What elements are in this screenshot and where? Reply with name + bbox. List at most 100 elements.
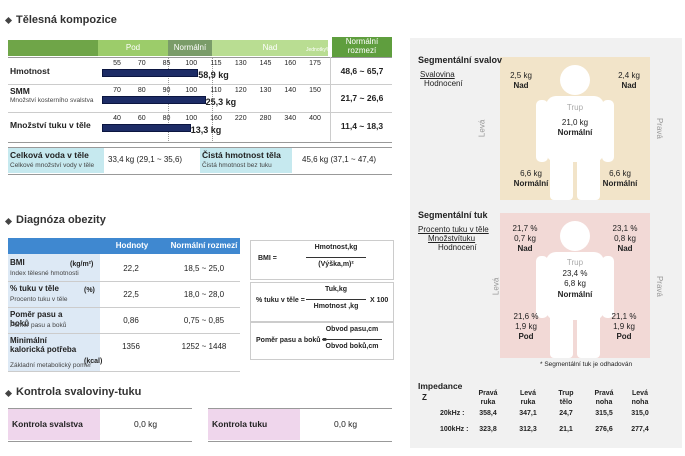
segment-value: 21,0 kg: [561, 118, 589, 127]
segment-rating: Nad: [621, 81, 637, 90]
section-title: Diagnóza obezity: [16, 214, 106, 226]
scale-tick: 400: [309, 115, 321, 122]
lean-label: Čistá hmotnost těla: [202, 150, 281, 160]
side-label: Levá: [477, 119, 487, 138]
header-cell: [168, 40, 212, 56]
impedance-value: 315,0: [631, 410, 649, 417]
legend: Procento tuku v těle: [418, 225, 489, 234]
range-value: 21,7 ~ 26,6: [340, 93, 384, 103]
segment-rating: Normální: [557, 128, 593, 137]
scale-tick: 80: [137, 87, 146, 94]
impedance-column: Levá: [632, 390, 648, 397]
segment-value: 1,9 kg: [613, 322, 635, 331]
range-value: 48,6 ~ 65,7: [340, 66, 384, 76]
impedance-value: 347,1: [519, 410, 537, 417]
impedance-value: 315,5: [595, 410, 613, 417]
segment-value: 6,6 kg: [609, 169, 631, 178]
row-unit: (kcal): [84, 358, 103, 365]
row-label: Poměr pasu a boků: [10, 310, 63, 328]
scale-tick: 130: [259, 87, 272, 94]
segment-percent: 23,1 %: [612, 224, 638, 233]
scale-tick: 100: [185, 115, 198, 122]
header-label: Normální rozmezí: [345, 37, 379, 55]
scale-tick: 120: [234, 87, 247, 94]
panel-title: Segmentální svalov: [418, 55, 503, 65]
segment-percent: 21,7 %: [512, 224, 538, 233]
water-value: 33,4 kg (29,1 ~ 35,6): [108, 155, 183, 164]
row-label: Minimální kalorická potřeba: [10, 336, 77, 354]
silhouette: [536, 221, 614, 358]
scale-tick: 110: [210, 87, 222, 94]
scale-tick: 160: [284, 60, 297, 67]
label-cell: [8, 148, 104, 173]
scale-tick: 160: [210, 115, 222, 122]
formula-box: [250, 282, 394, 322]
segment-rating: Normální: [557, 290, 593, 299]
header-label: Nad: [262, 43, 278, 52]
label-column: [8, 254, 100, 372]
formula-numerator: Hmotnost,kg: [314, 244, 358, 251]
impedance-column: Trup: [558, 390, 574, 397]
impedance-value: 24,7: [559, 410, 573, 417]
row-range: 1252 ~ 1448: [181, 342, 227, 351]
row-divider: [8, 307, 240, 308]
formula-numerator: Tuk,kg: [324, 286, 348, 293]
scale-tick: 220: [234, 115, 247, 122]
side-label: Pravá: [654, 275, 664, 297]
segment-value: 0,8 kg: [614, 234, 636, 243]
col-divider: [330, 57, 331, 141]
control-label: Kontrola svalstva: [12, 419, 83, 429]
scale-tick: 55: [113, 60, 121, 67]
scale-tick: 115: [210, 60, 222, 67]
segment-value: 2,5 kg: [510, 71, 532, 80]
row-value: 22,5: [123, 290, 139, 299]
row-sublabel: Index tělesné hmotnosti: [10, 270, 79, 277]
control-box: [8, 408, 192, 442]
formula-denominator: Obvod boků,cm: [325, 343, 379, 350]
segment-value: 2,4 kg: [618, 71, 640, 80]
segment-rating: Nad: [513, 81, 529, 90]
impedance-column: ruka: [520, 399, 536, 406]
control-value: 0,0 kg: [334, 419, 358, 429]
segment-value: 0,7 kg: [514, 234, 536, 243]
header-cell: [8, 40, 98, 56]
scale-tick: 100: [185, 60, 198, 67]
impedance-value: 277,4: [631, 426, 649, 433]
row-value: 13,3 kg: [190, 125, 222, 135]
row-divider: [8, 371, 240, 372]
row-label: Hmotnost: [10, 66, 50, 76]
section-title: Kontrola svaloviny-tuku: [16, 386, 142, 398]
segment-value: 1,9 kg: [515, 322, 537, 331]
impedance-column: tělo: [559, 399, 573, 406]
scale-tick: 130: [234, 60, 247, 67]
bar: [102, 69, 199, 77]
header-label: Jednotky%: [306, 47, 331, 53]
segment-rating: Pod: [616, 332, 632, 341]
panel-title: Segmentální tuk: [418, 210, 488, 220]
control-label: Kontrola tuku: [212, 419, 268, 429]
scale-tick: 40: [113, 115, 121, 122]
segment-percent: 21,6 %: [513, 312, 539, 321]
water-label: Celková voda v těle: [10, 150, 89, 160]
formula-left: % tuku v těle =: [256, 297, 305, 304]
formula-denominator: (Výška,m)²: [318, 261, 354, 268]
water-sublabel: Celkové množství vody v těle: [10, 162, 95, 169]
formula-left: Poměr pasu a boků =: [256, 337, 327, 344]
note: * Segmentální tuk je odhadován: [540, 361, 633, 368]
row-label: BMI: [10, 258, 25, 267]
label-cell: [200, 148, 292, 173]
row-divider: [8, 84, 392, 85]
row-sublabel: Základní metabolický pomer: [10, 362, 92, 369]
impedance-symbol: Z: [422, 393, 427, 402]
row-sublabel: Procento tuku v těle: [10, 296, 68, 303]
table-header: [8, 238, 240, 254]
side-label: Levá: [491, 277, 501, 296]
impedance-value: 323,8: [479, 426, 497, 433]
section-title: Tělesná kompozice: [16, 14, 117, 26]
scale-tick: 85: [162, 60, 171, 67]
segment-value: 6,8 kg: [564, 279, 586, 288]
row-divider: [8, 333, 240, 334]
segment-rating: Nad: [617, 244, 633, 253]
